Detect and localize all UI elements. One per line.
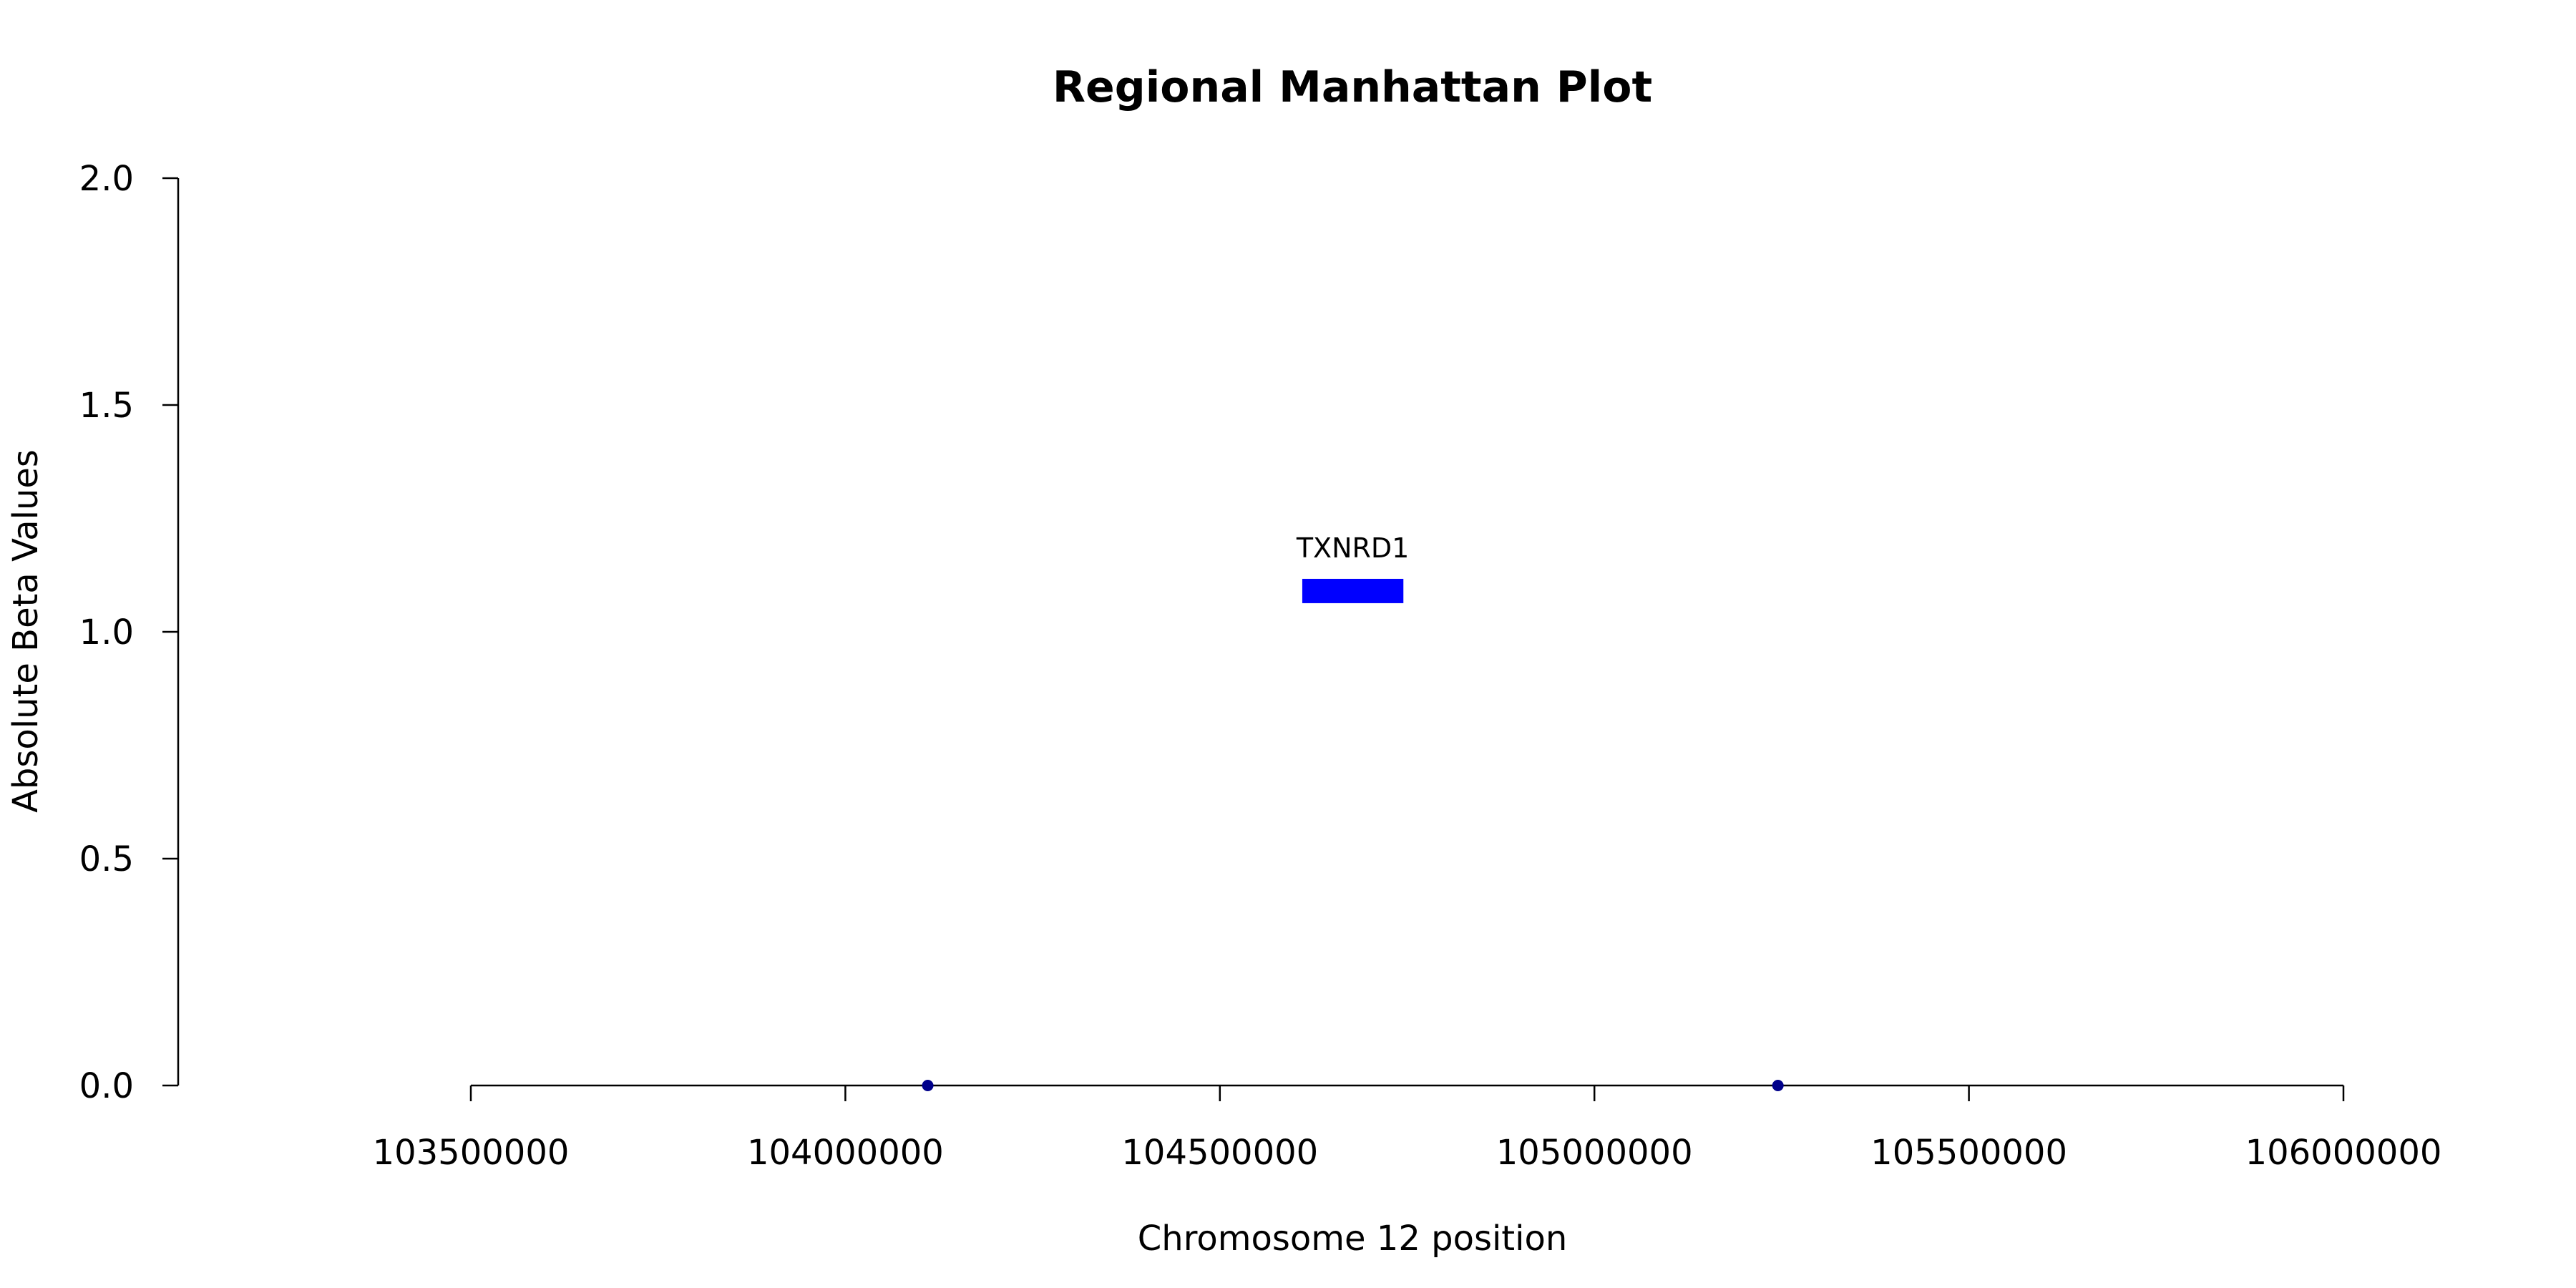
y-tick-label: 2.0 [79, 159, 134, 199]
y-tick-label: 1.5 [79, 386, 134, 426]
data-point [922, 1080, 934, 1091]
gene-label: TXNRD1 [1296, 532, 1410, 564]
y-tick-label: 0.0 [79, 1066, 134, 1106]
gene-bar [1302, 578, 1404, 603]
y-axis-label: Absolute Beta Values [6, 449, 46, 813]
x-axis-label: Chromosome 12 position [1138, 1219, 1568, 1259]
x-tick-label: 106000000 [2245, 1133, 2442, 1173]
x-tick-label: 105500000 [1870, 1133, 2067, 1173]
x-tick-label: 104000000 [747, 1133, 944, 1173]
x-tick-label: 103500000 [373, 1133, 570, 1173]
y-tick-label: 1.0 [79, 613, 134, 653]
chart-title: Regional Manhattan Plot [1053, 62, 1652, 112]
data-points [922, 1080, 1784, 1091]
gene-annotations: TXNRD1 [1296, 532, 1410, 603]
y-tick-label: 0.5 [79, 839, 134, 879]
x-tick-label: 105000000 [1496, 1133, 1693, 1173]
x-axis: 103500000 104000000 104500000 105000000 1055… [373, 1084, 2442, 1173]
x-tick-label: 104500000 [1121, 1133, 1318, 1173]
y-axis: 0.0 0.5 1.0 1.5 2.0 [79, 159, 180, 1106]
data-point [1772, 1080, 1784, 1091]
